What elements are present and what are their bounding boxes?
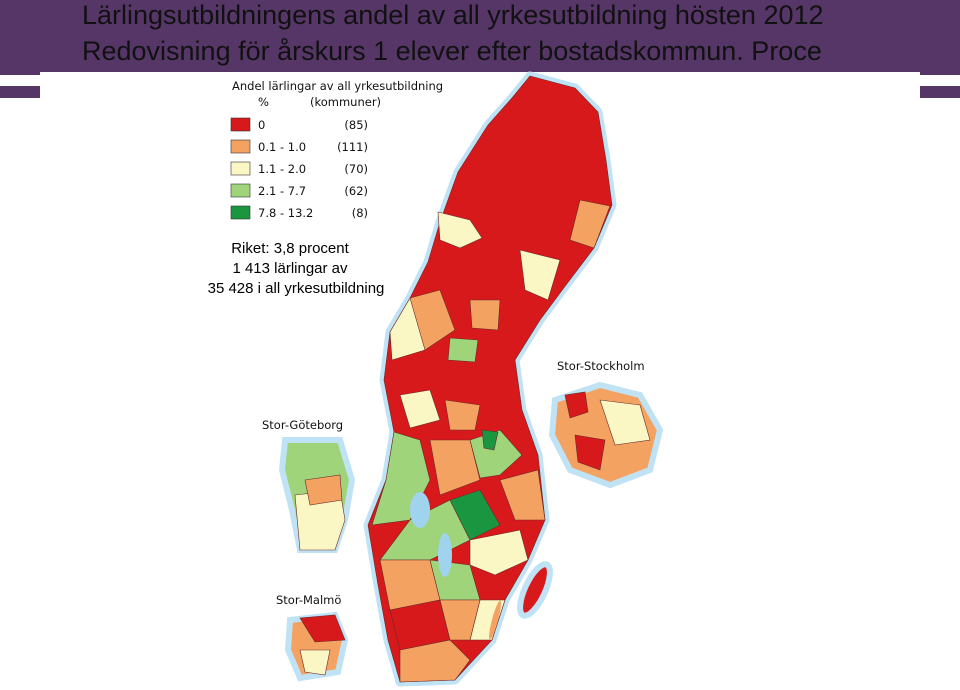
oland	[489, 600, 501, 640]
legend-count: (8)	[352, 206, 368, 220]
region	[499, 469, 546, 521]
lake	[438, 533, 452, 577]
region	[399, 389, 441, 429]
summary-line: 35 428 i all yrkesutbildning	[208, 280, 385, 297]
legend-swatch	[230, 205, 251, 220]
region	[481, 429, 499, 451]
inset-label: Stor-Göteborg	[262, 418, 343, 432]
legend-range: 1.1 - 2.0	[258, 162, 306, 176]
region	[304, 474, 343, 506]
header: Lärlingsutbildningens andel av all yrkes…	[0, 0, 960, 75]
region	[409, 289, 456, 351]
legend-swatch	[230, 183, 251, 198]
region	[447, 337, 479, 363]
legend-swatch	[230, 117, 251, 132]
legend-swatch	[230, 161, 251, 176]
summary-line: 1 413 lärlingar av	[232, 260, 348, 277]
inset-goteborg: Stor-Göteborg	[262, 418, 356, 553]
region	[599, 399, 651, 446]
legend-range: 2.1 - 7.7	[258, 184, 306, 198]
region	[449, 489, 501, 541]
inset-label: Stor-Stockholm	[557, 359, 645, 373]
summary-line: Riket: 3,8 procent	[231, 240, 349, 257]
legend-column: %	[258, 95, 269, 109]
legend-range: 0	[258, 118, 265, 132]
region	[399, 639, 471, 683]
sweden-map	[363, 71, 617, 687]
legend-column: (kommuner)	[310, 95, 381, 109]
region	[444, 399, 481, 431]
inset-malmo: Stor-Malmö	[276, 593, 349, 682]
legend-swatch	[230, 139, 251, 154]
legend-range: 0.1 - 1.0	[258, 140, 306, 154]
region	[437, 211, 483, 249]
lake	[410, 492, 430, 528]
inset-label: Stor-Malmö	[276, 593, 341, 607]
accent-bar	[0, 86, 40, 98]
region	[469, 299, 501, 331]
gotland	[517, 561, 553, 619]
legend: Andel lärlingar av all yrkesutbildning %…	[230, 79, 443, 220]
region	[469, 529, 529, 576]
legend-count: (85)	[344, 118, 368, 132]
region	[569, 199, 611, 249]
legend-count: (70)	[344, 162, 368, 176]
region	[299, 649, 331, 676]
title: Lärlingsutbildningens andel av all yrkes…	[82, 0, 824, 30]
region	[299, 614, 346, 643]
legend-title: Andel lärlingar av all yrkesutbildning	[232, 79, 443, 93]
region	[439, 599, 481, 641]
subtitle: Redovisning för årskurs 1 elever efter b…	[82, 36, 822, 66]
region	[429, 439, 481, 496]
legend-count: (62)	[344, 184, 368, 198]
region	[574, 434, 606, 471]
summary: Riket: 3,8 procent 1 413 lärlingar av 35…	[208, 240, 385, 297]
inset-stockholm: Stor-Stockholm	[548, 359, 664, 489]
accent-bar	[920, 86, 960, 98]
region	[519, 249, 561, 301]
legend-count: (111)	[337, 140, 368, 154]
region	[564, 391, 589, 419]
legend-range: 7.8 - 13.2	[258, 206, 313, 220]
